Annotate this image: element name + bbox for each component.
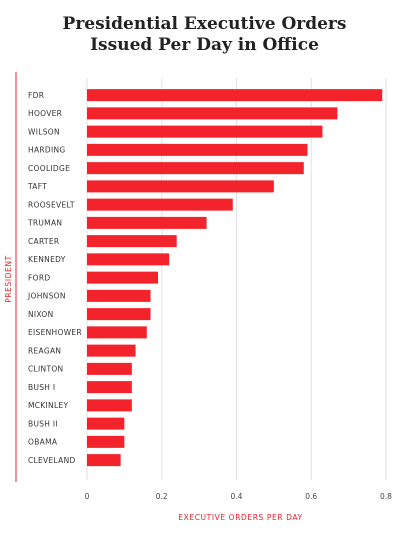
bar	[87, 399, 132, 412]
x-tick-label: 0.4	[231, 492, 243, 501]
chart-title: Presidential Executive Orders Issued Per…	[0, 14, 409, 56]
bar	[87, 344, 136, 357]
category-label: FDR	[28, 91, 44, 100]
x-tick-label: 0.6	[305, 492, 317, 501]
bar	[87, 417, 125, 430]
x-tick-label: 0.2	[156, 492, 168, 501]
chart-title-line-2: Issued Per Day in Office	[90, 35, 319, 55]
category-labels: FDR HOOVER WILSON HARDING COOLIDGE TAFT ROOSEV…	[27, 91, 82, 465]
category-label: MCKINLEY	[28, 401, 68, 410]
bar	[87, 271, 159, 284]
x-tick-label: 0	[85, 492, 90, 501]
category-label: TRUMAN	[27, 219, 62, 228]
category-label: FORD	[28, 273, 50, 282]
category-label: WILSON	[28, 127, 60, 136]
bar	[87, 180, 274, 193]
bar	[87, 89, 383, 102]
bar	[87, 362, 132, 375]
bar	[87, 326, 147, 339]
bars	[87, 89, 383, 467]
bar	[87, 435, 125, 448]
y-axis-title: PRESIDENT	[4, 255, 13, 303]
category-label: REAGAN	[28, 346, 61, 355]
bar	[87, 381, 132, 394]
bar	[87, 198, 233, 211]
category-label: CARTER	[28, 237, 59, 246]
category-label: EISENHOWER	[28, 328, 82, 337]
bar	[87, 125, 323, 138]
bar	[87, 235, 177, 248]
category-label: JOHNSON	[27, 292, 66, 301]
category-label: BUSH II	[28, 419, 58, 428]
category-label: NIXON	[28, 310, 54, 319]
bar	[87, 253, 170, 266]
category-label: ROOSEVELT	[28, 200, 75, 209]
chart-title-line-1: Presidential Executive Orders	[62, 14, 347, 34]
category-label: OBAMA	[28, 438, 58, 447]
bar	[87, 308, 151, 321]
x-tick-label: 0.8	[380, 492, 392, 501]
bar	[87, 162, 304, 175]
category-label: CLINTON	[28, 365, 63, 374]
bar	[87, 216, 207, 229]
bar	[87, 107, 338, 120]
category-label: CLEVELAND	[28, 456, 76, 465]
category-label: KENNEDY	[28, 255, 66, 264]
bar	[87, 289, 151, 302]
category-label: BUSH I	[28, 383, 55, 392]
category-label: HARDING	[28, 146, 66, 155]
category-label: COOLIDGE	[28, 164, 70, 173]
x-axis-title: EXECUTIVE ORDERS PER DAY	[178, 513, 302, 522]
bar	[87, 143, 308, 156]
bar	[87, 454, 121, 467]
category-label: HOOVER	[28, 109, 62, 118]
x-tick-labels: 0 0.2 0.4 0.6 0.8	[85, 492, 393, 501]
category-label: TAFT	[27, 182, 47, 191]
